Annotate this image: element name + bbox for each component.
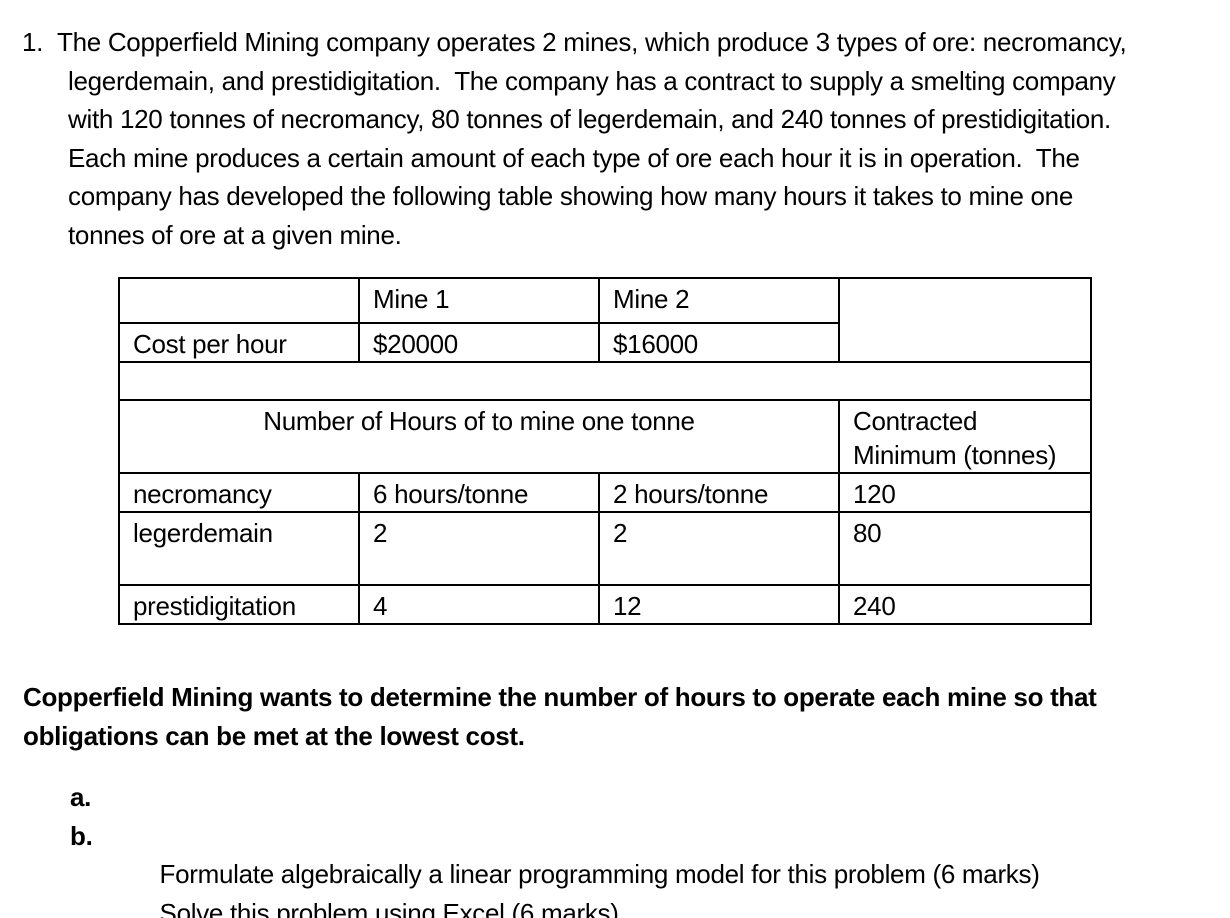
cell-mine2-hours: 2 hours/tonne	[598, 472, 840, 513]
mining-cost-table: Mine 1 Mine 2 Cost per hour $20000 $1600…	[118, 277, 1092, 625]
statement-line: obligations can be met at the lowest cos…	[23, 720, 525, 751]
table-row-mine-headers: Mine 1 Mine 2	[118, 277, 1092, 363]
contracted-header-line2: Minimum (tonnes)	[853, 440, 1057, 470]
cell-ore-name: necromancy	[118, 472, 360, 513]
table-row-spacer	[118, 361, 1092, 401]
cell-minimum: 240	[838, 584, 1092, 625]
table-row-legerdemain: legerdemain 2 2 80	[118, 511, 1092, 586]
problem-number: 1.	[22, 27, 44, 57]
cell-mine1-header: Mine 1	[358, 277, 600, 324]
table-row-cost: Cost per hour $20000 $16000	[118, 322, 1091, 363]
table-row-prestidigitation: prestidigitation 4 12 240	[118, 584, 1092, 625]
cell-ore-name: prestidigitation	[118, 584, 360, 625]
cell-mine2-cost: $16000	[598, 322, 840, 363]
cell-mine1-hours: 6 hours/tonne	[358, 472, 600, 513]
cell-empty-merged-top-right	[838, 277, 1092, 363]
question-text-b: Solve this problem using Excel (6 marks)	[159, 897, 619, 918]
cell-hours-header: Number of Hours of to mine one tonne	[118, 399, 840, 474]
statement-line: Copperfield Mining wants to determine th…	[23, 682, 1097, 712]
cell-ore-name: legerdemain	[118, 511, 360, 586]
cell-minimum: 120	[838, 472, 1092, 513]
cell-spacer	[118, 361, 1092, 401]
question-text-a: Formulate algebraically a linear program…	[159, 859, 1040, 889]
question-marker-b: b.	[70, 820, 93, 851]
problem-line: The Copperfield Mining company operates …	[57, 27, 1127, 57]
question-marker-a: a.	[70, 782, 92, 812]
cell-mine1-hours: 4	[358, 584, 600, 625]
cell-minimum: 80	[838, 511, 1092, 586]
table-row-section-header: Number of Hours of to mine one tonne Con…	[118, 399, 1092, 474]
problem-line: company has developed the following tabl…	[68, 181, 1074, 211]
cell-mine2-header: Mine 2	[598, 277, 840, 324]
problem-line: Each mine produces a certain amount of e…	[68, 142, 1080, 173]
contracted-header-line1: Contracted	[853, 406, 978, 436]
cell-cost-label: Cost per hour	[118, 322, 360, 363]
problem-line: tonnes of ore at a given mine.	[68, 219, 402, 250]
cell-mine1-hours: 2	[358, 511, 600, 586]
cell-mine2-hours: 12	[598, 584, 840, 625]
table-row-necromancy: necromancy 6 hours/tonne 2 hours/tonne 1…	[118, 472, 1092, 513]
question-item-a: a. Formulate algebraically a linear prog…	[70, 778, 1040, 889]
question-item-b: b. Solve this problem using Excel (6 mar…	[70, 817, 1040, 918]
cell-mine2-hours: 2	[598, 511, 840, 586]
problem-line: legerdemain, and prestidigitation. The c…	[68, 65, 1116, 96]
cell-empty-corner	[118, 277, 360, 324]
cell-mine1-cost: $20000	[358, 322, 600, 363]
problem-paragraph: 1. The Copperfield Mining company operat…	[0, 23, 1127, 254]
question-list: a. Formulate algebraically a linear prog…	[70, 778, 1040, 918]
objective-statement: Copperfield Mining wants to determine th…	[23, 678, 1097, 755]
cell-contracted-minimum-header: Contracted Minimum (tonnes)	[838, 399, 1092, 474]
problem-line: with 120 tonnes of necromancy, 80 tonnes…	[68, 104, 1111, 134]
